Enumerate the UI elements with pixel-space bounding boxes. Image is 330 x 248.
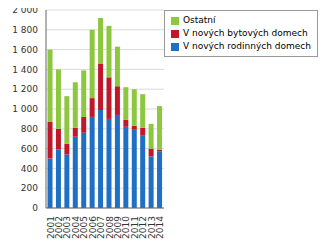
svg-text:2013: 2013	[146, 216, 157, 239]
svg-text:1 000: 1 000	[12, 104, 38, 114]
html-text:V nových bytových domech: V nových bytových domech	[183, 28, 308, 38]
svg-text:2004: 2004	[70, 216, 81, 239]
svg-text:2011: 2011	[129, 216, 140, 239]
svg-text:2008: 2008	[104, 216, 115, 239]
svg-text:600: 600	[21, 144, 38, 154]
svg-text:2 000: 2 000	[12, 8, 38, 15]
svg-text:2002: 2002	[54, 216, 64, 239]
svg-text:2012: 2012	[138, 216, 149, 239]
svg-text:2007: 2007	[96, 216, 107, 239]
svg-text:1 800: 1 800	[12, 25, 38, 35]
svg-text:2001: 2001	[45, 216, 56, 239]
svg-text:2010: 2010	[121, 216, 132, 239]
svg-text:1 200: 1 200	[12, 84, 38, 94]
svg-text:2006: 2006	[87, 216, 98, 239]
svg-text:800: 800	[21, 124, 38, 134]
svg-text:2005: 2005	[79, 216, 90, 239]
svg-text:2009: 2009	[113, 216, 123, 239]
svg-text:200: 200	[21, 183, 38, 193]
svg-text:2003: 2003	[62, 216, 73, 239]
svg-text:0: 0	[32, 203, 38, 213]
svg-text:2014: 2014	[155, 216, 165, 239]
svg-text:1 600: 1 600	[12, 45, 38, 55]
html-text:V nových rodinných domech: V nových rodinných domech	[183, 41, 311, 51]
svg-text:1 400: 1 400	[12, 65, 38, 75]
html-text:Ostatní: Ostatní	[183, 15, 216, 25]
svg-text:400: 400	[21, 164, 38, 174]
